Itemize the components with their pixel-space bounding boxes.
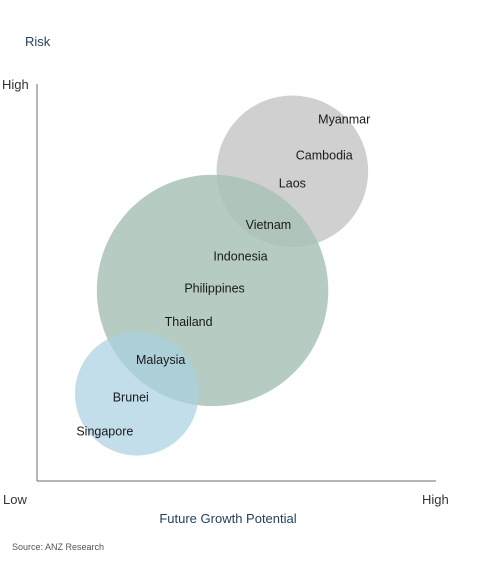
- country-label-singapore: Singapore: [76, 424, 133, 438]
- country-label-brunei: Brunei: [113, 391, 149, 405]
- source-note: Source: ANZ Research: [12, 542, 104, 552]
- country-labels: Myanmar Cambodia Laos Vietnam Indonesia Phili…: [76, 113, 370, 439]
- bubble-group: [74, 95, 369, 456]
- bubble-3: [74, 331, 199, 456]
- country-label-malaysia: Malaysia: [136, 353, 185, 367]
- country-label-indonesia: Indonesia: [213, 250, 267, 264]
- y-axis-title: Risk: [25, 34, 51, 49]
- country-label-laos: Laos: [279, 176, 306, 190]
- x-tick-low: Low: [3, 492, 27, 507]
- country-label-thailand: Thailand: [165, 315, 213, 329]
- country-label-vietnam: Vietnam: [246, 218, 292, 232]
- country-label-myanmar: Myanmar: [318, 113, 370, 127]
- x-tick-high: High: [422, 492, 449, 507]
- country-label-cambodia: Cambodia: [296, 148, 353, 162]
- y-tick-high: High: [2, 77, 29, 92]
- x-axis-title: Future Growth Potential: [159, 511, 296, 526]
- country-label-philippines: Philippines: [184, 281, 244, 295]
